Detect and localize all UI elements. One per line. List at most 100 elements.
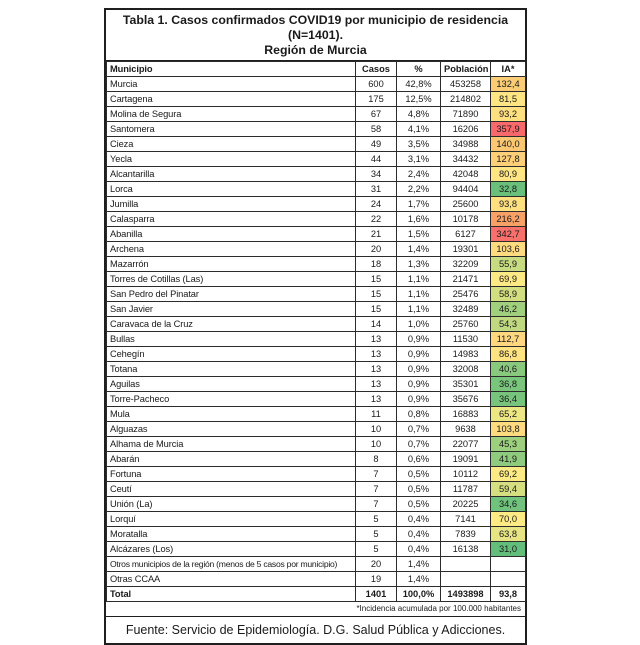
- cell-pct: 3,5%: [396, 136, 441, 152]
- cell-poblacion: 22077: [440, 436, 491, 452]
- cell-poblacion: 35676: [440, 391, 491, 407]
- cell-poblacion: 25476: [440, 286, 491, 302]
- cell-poblacion: 11530: [440, 331, 491, 347]
- cell-casos: 15: [355, 271, 397, 287]
- cell-poblacion: 7839: [440, 526, 491, 542]
- cell-pct: 0,6%: [396, 451, 441, 467]
- cell-casos: 22: [355, 211, 397, 227]
- cell-ia: 93,2: [490, 106, 526, 122]
- cell-pct: 0,9%: [396, 331, 441, 347]
- cell-casos: 14: [355, 316, 397, 332]
- cell-municipio: San Javier: [106, 301, 356, 317]
- cases-by-municipality-table: Municipio Casos % Población IA* Murcia 6…: [106, 61, 526, 602]
- cell-pct: 1,6%: [396, 211, 441, 227]
- cell-poblacion: 16883: [440, 406, 491, 422]
- cell-ia: 40,6: [490, 361, 526, 377]
- cell-poblacion: 19091: [440, 451, 491, 467]
- cell-casos: 10: [355, 421, 397, 437]
- cell-municipio: Mula: [106, 406, 356, 422]
- table-row: Lorquí 5 0,4% 7141 70,0: [106, 511, 526, 527]
- total-row: Total 1401 100,0% 1493898 93,8: [106, 586, 526, 602]
- cell-ia: 63,8: [490, 526, 526, 542]
- cell-municipio: Jumilla: [106, 196, 356, 212]
- cell-pct: 0,5%: [396, 481, 441, 497]
- cell-poblacion: 21471: [440, 271, 491, 287]
- cell-ia: 58,9: [490, 286, 526, 302]
- cell-poblacion: 25600: [440, 196, 491, 212]
- total-ia: 93,8: [490, 586, 526, 602]
- total-poblacion: 1493898: [440, 586, 491, 602]
- cell-municipio: Alcázares (Los): [106, 541, 356, 557]
- cell-municipio: Cieza: [106, 136, 356, 152]
- cell-municipio: Mazarrón: [106, 256, 356, 272]
- cell-municipio: Unión (La): [106, 496, 356, 512]
- cell-ia: 140,0: [490, 136, 526, 152]
- cell-pct: 2,4%: [396, 166, 441, 182]
- cell-municipio: Torres de Cotillas (Las): [106, 271, 356, 287]
- cell-ia: 80,9: [490, 166, 526, 182]
- cell-poblacion: 10178: [440, 211, 491, 227]
- table-row: Fortuna 7 0,5% 10112 69,2: [106, 466, 526, 482]
- cell-municipio: Aguilas: [106, 376, 356, 392]
- cell-municipio: Otras CCAA: [106, 571, 356, 587]
- cell-poblacion: 10112: [440, 466, 491, 482]
- cell-pct: 0,9%: [396, 391, 441, 407]
- cell-casos: 13: [355, 361, 397, 377]
- cell-pct: 0,8%: [396, 406, 441, 422]
- cell-poblacion: 32209: [440, 256, 491, 272]
- table-row: Alhama de Murcia 10 0,7% 22077 45,3: [106, 436, 526, 452]
- cell-casos: 34: [355, 166, 397, 182]
- cell-poblacion: 32489: [440, 301, 491, 317]
- cell-municipio: Alhama de Murcia: [106, 436, 356, 452]
- cell-poblacion: 6127: [440, 226, 491, 242]
- cell-ia: 70,0: [490, 511, 526, 527]
- table-row: Torre-Pacheco 13 0,9% 35676 36,4: [106, 391, 526, 407]
- cell-pct: 0,4%: [396, 511, 441, 527]
- cell-poblacion: 14983: [440, 346, 491, 362]
- cell-poblacion: 34988: [440, 136, 491, 152]
- cell-poblacion: 7141: [440, 511, 491, 527]
- cell-casos: 13: [355, 346, 397, 362]
- table-row: Caravaca de la Cruz 14 1,0% 25760 54,3: [106, 316, 526, 332]
- table-row: Torres de Cotillas (Las) 15 1,1% 21471 6…: [106, 271, 526, 287]
- cell-casos: 5: [355, 511, 397, 527]
- cell-ia: 45,3: [490, 436, 526, 452]
- table-row: Otras CCAA 19 1,4%: [106, 571, 526, 587]
- cell-pct: 4,1%: [396, 121, 441, 137]
- cell-pct: 0,4%: [396, 526, 441, 542]
- table-title-line2: Región de Murcia: [264, 43, 367, 57]
- cell-municipio: Fortuna: [106, 466, 356, 482]
- cell-pct: 0,4%: [396, 541, 441, 557]
- cell-casos: 5: [355, 526, 397, 542]
- cell-ia: 357,9: [490, 121, 526, 137]
- cell-ia: 81,5: [490, 91, 526, 107]
- table-row: Abarán 8 0,6% 19091 41,9: [106, 451, 526, 467]
- table-row: Totana 13 0,9% 32008 40,6: [106, 361, 526, 377]
- table-row: Santomera 58 4,1% 16206 357,9: [106, 121, 526, 137]
- source-line: Fuente: Servicio de Epidemiología. D.G. …: [125, 623, 506, 637]
- cell-ia: 103,6: [490, 241, 526, 257]
- table-row: Alcázares (Los) 5 0,4% 16138 31,0: [106, 541, 526, 557]
- table-row: Alcantarilla 34 2,4% 42048 80,9: [106, 166, 526, 182]
- cell-casos: 44: [355, 151, 397, 167]
- cell-poblacion: 9638: [440, 421, 491, 437]
- cell-casos: 18: [355, 256, 397, 272]
- table-row: Yecla 44 3,1% 34432 127,8: [106, 151, 526, 167]
- cell-municipio: Murcia: [106, 76, 356, 92]
- cell-municipio: Ceutí: [106, 481, 356, 497]
- cell-pct: 0,5%: [396, 496, 441, 512]
- table-row: Mazarrón 18 1,3% 32209 55,9: [106, 256, 526, 272]
- cell-casos: 15: [355, 301, 397, 317]
- table-row: Ceutí 7 0,5% 11787 59,4: [106, 481, 526, 497]
- cell-pct: 1,1%: [396, 286, 441, 302]
- cell-casos: 5: [355, 541, 397, 557]
- cell-pct: 0,5%: [396, 466, 441, 482]
- cell-ia: 86,8: [490, 346, 526, 362]
- cell-poblacion: [440, 571, 491, 587]
- table-row: Alguazas 10 0,7% 9638 103,8: [106, 421, 526, 437]
- cell-ia: 36,8: [490, 376, 526, 392]
- cell-pct: 12,5%: [396, 91, 441, 107]
- cell-ia: 216,2: [490, 211, 526, 227]
- cell-casos: 10: [355, 436, 397, 452]
- table-row: Murcia 600 42,8% 453258 132,4: [106, 76, 526, 92]
